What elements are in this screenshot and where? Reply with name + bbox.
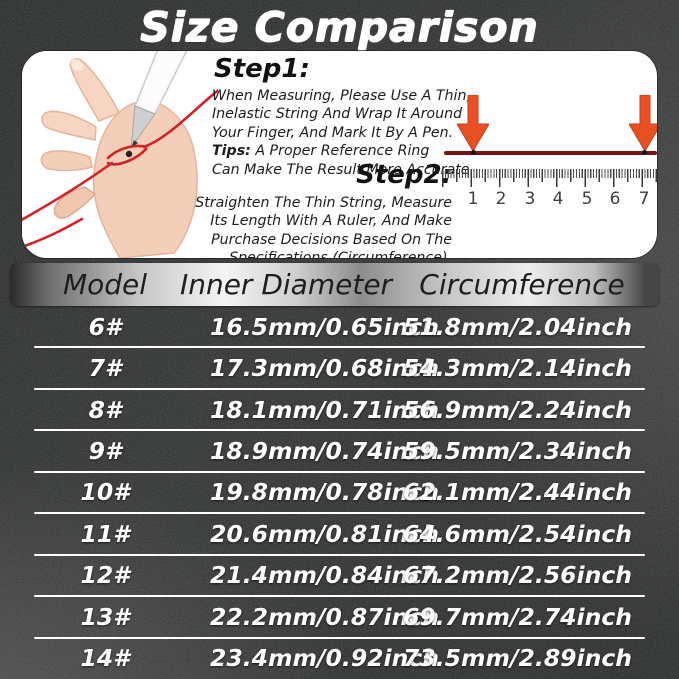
circumference-cell: 69.7mm/2.74inch bbox=[403, 602, 632, 631]
step2-line: Straighten The Thin String, Measure bbox=[195, 195, 452, 211]
ruler-numbers: 1 2 3 4 5 6 7 bbox=[440, 187, 657, 211]
tips-text: A Proper Reference Ring bbox=[250, 143, 430, 160]
step1-line: When Measuring, Please Use A Thin, bbox=[212, 88, 471, 104]
tips-label: Tips: bbox=[212, 143, 251, 160]
table-row: 11# 20.6mm/0.81inch 64.6mm/2.54inch bbox=[0, 513, 679, 557]
step1-tips-line: Tips: A Proper Reference Ring bbox=[212, 142, 464, 160]
step1-heading: Step1: bbox=[214, 54, 310, 84]
inner-diameter-cell: 18.1mm/0.71inch bbox=[210, 395, 439, 424]
model-cell: 6# bbox=[88, 312, 122, 341]
table-row: 14# 23.4mm/0.92inch 73.5mm/2.89inch bbox=[0, 638, 679, 679]
circumference-cell: 51.8mm/2.04inch bbox=[403, 312, 632, 341]
instruction-panel: Step1: When Measuring, Please Use A Thin… bbox=[22, 51, 657, 258]
inner-diameter-cell: 21.4mm/0.84inch bbox=[210, 561, 439, 590]
inner-diameter-cell: 23.4mm/0.92inch bbox=[210, 644, 439, 673]
column-header-circumference: Circumference bbox=[419, 268, 625, 301]
inner-diameter-cell: 20.6mm/0.81inch bbox=[210, 519, 439, 548]
model-cell: 9# bbox=[88, 437, 122, 466]
ruler-tick-marks bbox=[440, 169, 657, 187]
circumference-cell: 67.2mm/2.56inch bbox=[403, 561, 632, 590]
model-cell: 14# bbox=[80, 644, 130, 673]
inner-diameter-cell: 18.9mm/0.74inch bbox=[210, 437, 439, 466]
step2-line: Purchase Decisions Based On The bbox=[211, 231, 452, 248]
circumference-cell: 54.3mm/2.14inch bbox=[403, 354, 632, 383]
step1-line: Your Finger, And Mark It By A Pen. bbox=[212, 124, 454, 141]
inner-diameter-cell: 17.3mm/0.68inch bbox=[210, 354, 439, 383]
model-cell: 13# bbox=[80, 602, 130, 631]
ruler-number: 5 bbox=[581, 189, 593, 209]
size-table: 6# 16.5mm/0.65inch 51.8mm/2.04inch 7# 17… bbox=[0, 306, 679, 679]
ruler-number: 6 bbox=[609, 189, 621, 209]
ruler-graphic: 1 2 3 4 5 6 7 bbox=[440, 87, 657, 258]
step1-line: Inelastic String And Wrap It Around bbox=[212, 106, 463, 123]
table-row: 6# 16.5mm/0.65inch 51.8mm/2.04inch bbox=[0, 306, 679, 349]
page-title: Size Comparison bbox=[140, 3, 539, 51]
ruler-number: 4 bbox=[552, 189, 564, 209]
inner-diameter-cell: 16.5mm/0.65inch bbox=[210, 312, 439, 341]
table-row: 8# 18.1mm/0.71inch 56.9mm/2.24inch bbox=[0, 389, 679, 432]
inner-diameter-cell: 19.8mm/0.78inch bbox=[210, 478, 439, 507]
ruler-number: 3 bbox=[524, 189, 536, 209]
pen-mark-dot bbox=[125, 150, 133, 158]
ruler-number: 7 bbox=[638, 189, 650, 209]
table-row: 13# 22.2mm/0.87inch 69.7mm/2.74inch bbox=[0, 596, 679, 639]
ruler-number: 2 bbox=[495, 189, 507, 209]
table-row: 7# 17.3mm/0.68inch 54.3mm/2.14inch bbox=[0, 347, 679, 391]
model-cell: 11# bbox=[80, 519, 130, 548]
circumference-cell: 59.5mm/2.34inch bbox=[403, 437, 632, 466]
table-row: 9# 18.9mm/0.74inch 59.5mm/2.34inch bbox=[0, 430, 679, 474]
table-header-bar: Model Inner Diameter Circumference bbox=[10, 263, 659, 306]
circumference-cell: 73.5mm/2.89inch bbox=[403, 644, 632, 673]
step2-heading: Step2: bbox=[356, 160, 452, 190]
step2-line: Its Length With A Ruler, And Make bbox=[210, 213, 452, 230]
column-header-inner-diameter: Inner Diameter bbox=[179, 268, 393, 301]
model-cell: 12# bbox=[80, 561, 130, 590]
inner-diameter-cell: 22.2mm/0.87inch bbox=[210, 602, 439, 631]
string-mark-dot bbox=[471, 150, 476, 155]
table-row: 12# 21.4mm/0.84inch 67.2mm/2.56inch bbox=[0, 555, 679, 598]
string-mark-dot bbox=[642, 150, 647, 155]
down-arrow-icon bbox=[629, 95, 657, 151]
circumference-cell: 62.1mm/2.44inch bbox=[403, 478, 632, 507]
step2-block: Step2: Straighten The Thin String, Measu… bbox=[177, 160, 452, 258]
model-cell: 7# bbox=[88, 354, 122, 383]
column-header-model: Model bbox=[62, 268, 148, 301]
ruler-number: 1 bbox=[467, 189, 479, 209]
model-cell: 10# bbox=[80, 478, 130, 507]
model-cell: 8# bbox=[88, 395, 122, 424]
down-arrow-icon bbox=[457, 95, 489, 151]
circumference-cell: 64.6mm/2.54inch bbox=[403, 519, 632, 548]
circumference-cell: 56.9mm/2.24inch bbox=[403, 395, 632, 424]
step2-line: Specifications (Circumference). bbox=[177, 249, 452, 258]
table-row: 10# 19.8mm/0.78inch 62.1mm/2.44inch bbox=[0, 472, 679, 515]
